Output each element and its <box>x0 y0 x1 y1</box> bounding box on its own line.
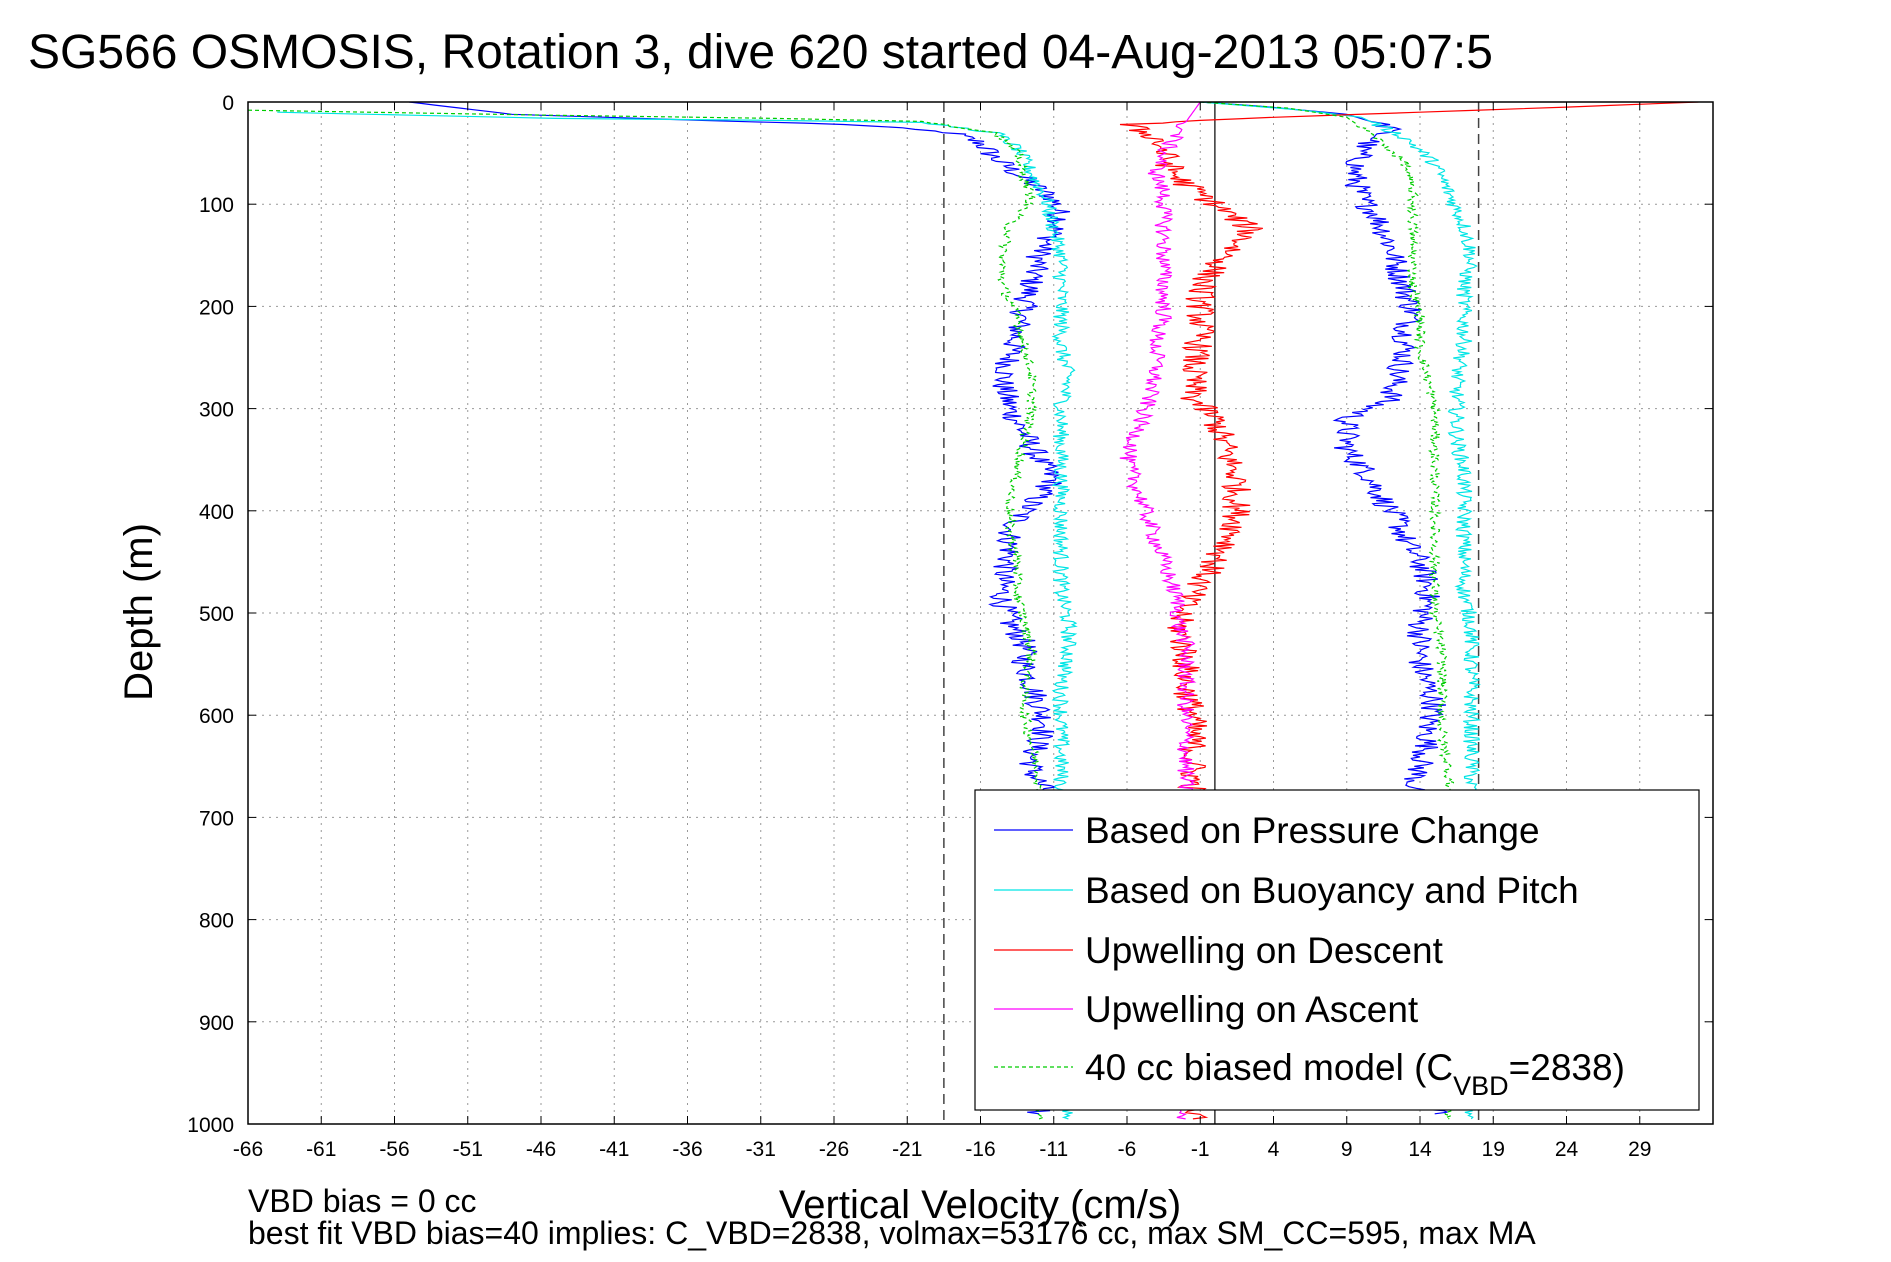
y-axis-ticks: 0 100 200 300 400 500 600 700 800 900 1000 <box>187 92 1713 1137</box>
x-tick-label: 9 <box>1341 1138 1353 1161</box>
x-tick-label: -56 <box>379 1138 409 1161</box>
y-tick-label: 500 <box>199 603 234 626</box>
y-axis-label: Depth (m) <box>117 523 161 701</box>
x-tick-label: 19 <box>1482 1138 1505 1161</box>
legend-label-1: Based on Buoyancy and Pitch <box>1085 870 1579 911</box>
series-line-1 <box>277 111 1079 1120</box>
x-axis-ticks: -66 -61 -56 -51 -46 -41 -36 -31 -26 -21 -16 -11 -6 -1… <box>233 102 1651 1161</box>
x-tick-label: -66 <box>233 1138 263 1161</box>
x-tick-label: -41 <box>599 1138 629 1161</box>
x-tick-label: -6 <box>1118 1138 1137 1161</box>
y-tick-label: 400 <box>199 501 234 524</box>
chart-title: SG566 OSMOSIS, Rotation 3, dive 620 star… <box>28 26 1493 79</box>
y-tick-label: 0 <box>222 92 234 115</box>
x-tick-label: 29 <box>1628 1138 1651 1161</box>
x-tick-label: -21 <box>892 1138 922 1161</box>
y-tick-label: 800 <box>199 910 234 933</box>
x-tick-label: -51 <box>453 1138 483 1161</box>
x-tick-label: 4 <box>1268 1138 1280 1161</box>
y-tick-label: 600 <box>199 705 234 728</box>
y-tick-label: 1000 <box>187 1114 234 1137</box>
x-tick-label: -1 <box>1191 1138 1210 1161</box>
x-tick-label: -11 <box>1039 1138 1068 1161</box>
legend: Based on Pressure Change Based on Buoyanc… <box>974 789 1700 1111</box>
x-tick-label: 14 <box>1408 1138 1432 1161</box>
y-tick-label: 100 <box>199 194 234 217</box>
x-tick-label: -26 <box>819 1138 849 1161</box>
footer-best-fit: best fit VBD bias=40 implies: C_VBD=2838… <box>248 1215 1536 1251</box>
x-axis-label: Vertical Velocity (cm/s) <box>779 1183 1181 1227</box>
x-tick-label: -61 <box>306 1138 336 1161</box>
grid-lines <box>247 101 1713 1125</box>
legend-label-4: 40 cc biased model (CVBD=2838) <box>1085 1047 1625 1101</box>
y-tick-label: 900 <box>199 1012 234 1035</box>
x-tick-label: 24 <box>1555 1138 1579 1161</box>
x-tick-label: -16 <box>965 1138 995 1161</box>
y-tick-label: 300 <box>199 399 234 422</box>
legend-label-0: Based on Pressure Change <box>1085 810 1540 851</box>
x-tick-label: -36 <box>672 1138 702 1161</box>
series-line-0 <box>409 102 1071 1115</box>
series-line-4 <box>248 109 1046 1120</box>
footer-vbd-bias: VBD bias = 0 cc <box>248 1183 477 1219</box>
legend-label-3: Upwelling on Ascent <box>1085 989 1419 1030</box>
y-tick-label: 700 <box>199 807 234 830</box>
x-tick-label: -46 <box>526 1138 556 1161</box>
x-tick-label: -31 <box>746 1138 776 1161</box>
legend-box <box>974 789 1700 1111</box>
legend-label-2: Upwelling on Descent <box>1085 930 1444 971</box>
y-tick-label: 200 <box>199 296 234 319</box>
